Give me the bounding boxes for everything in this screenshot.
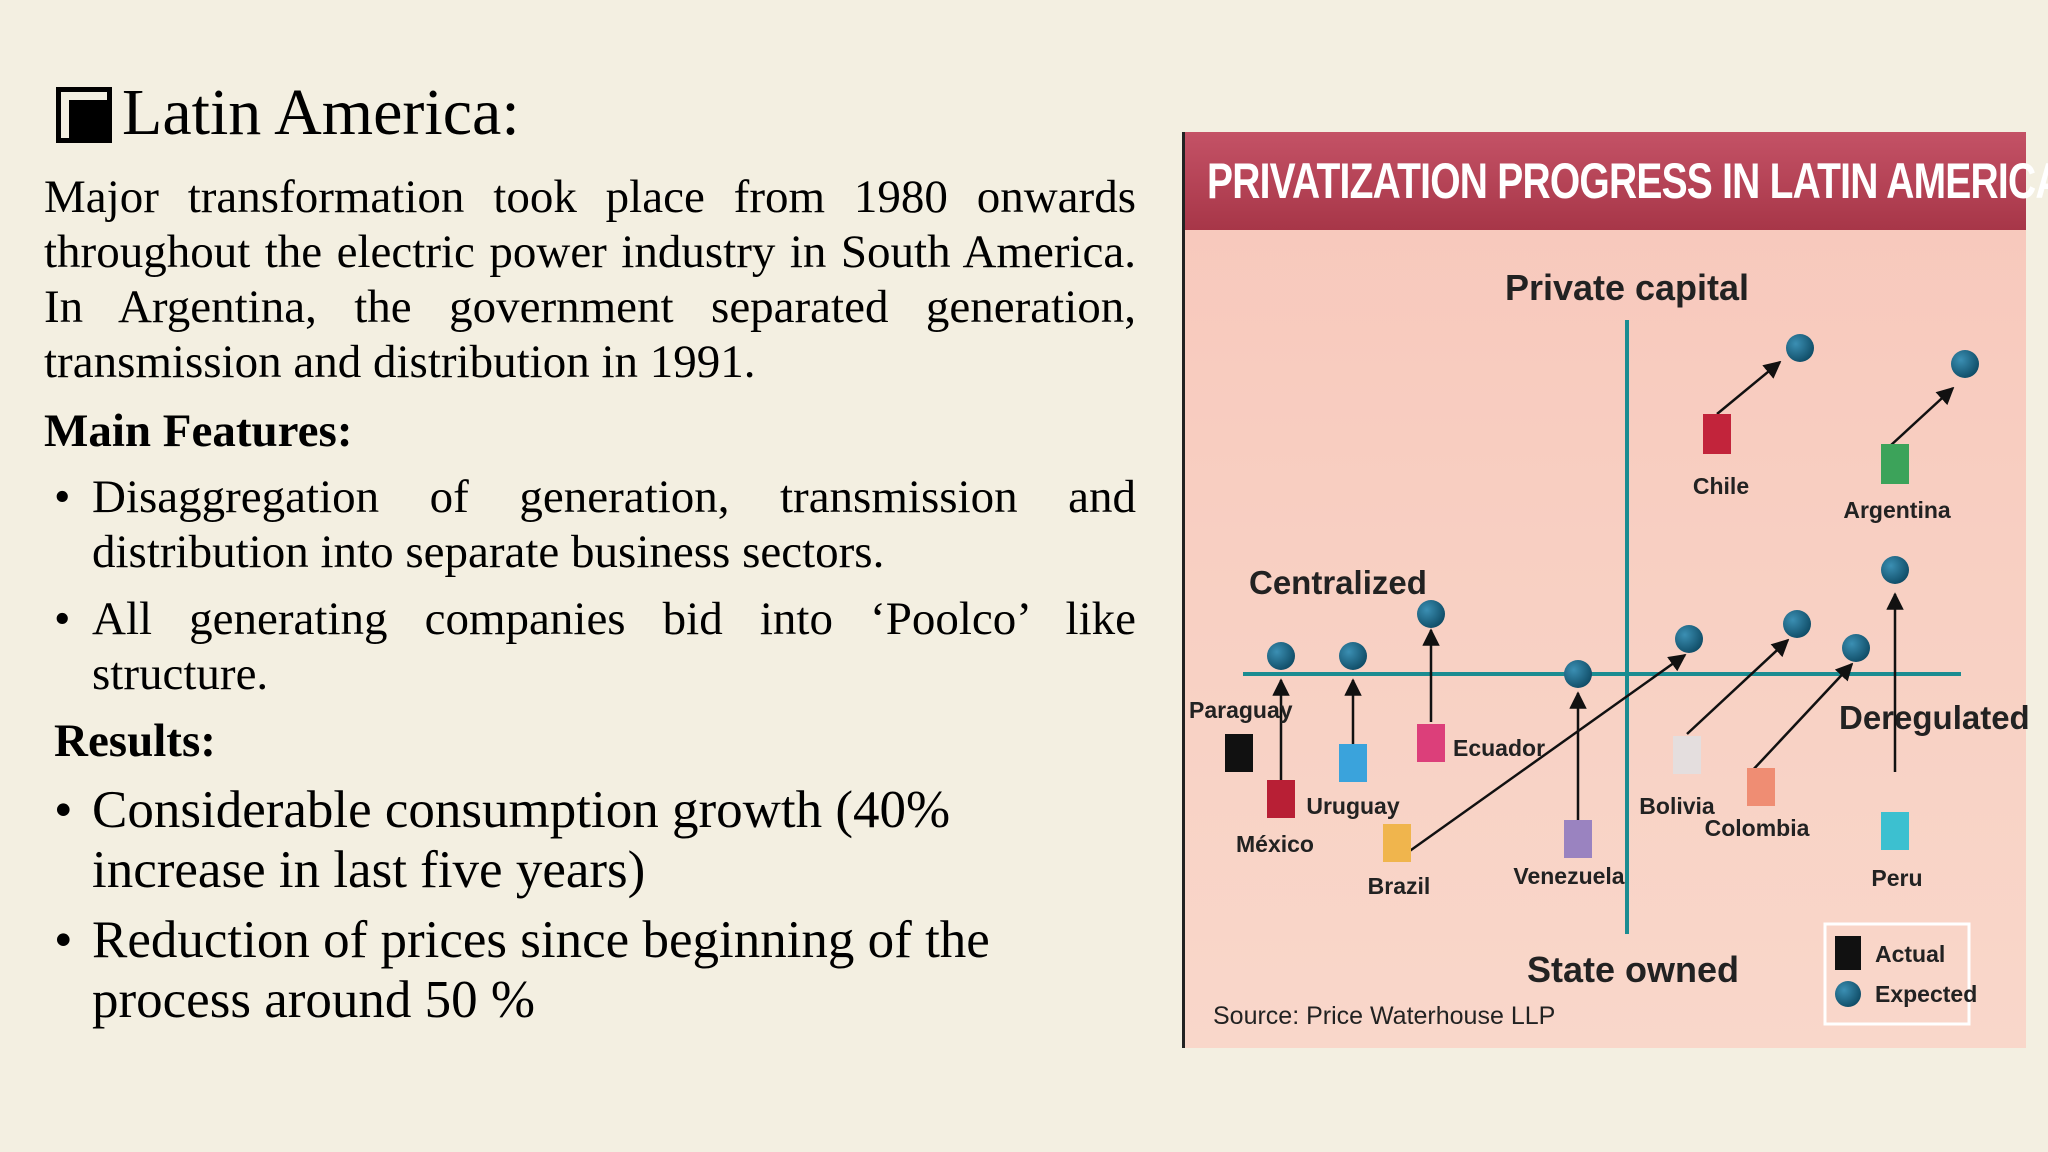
expected-dot-chile	[1786, 334, 1814, 362]
actual-marker-paraguay	[1225, 734, 1253, 772]
country-label-chile: Chile	[1693, 473, 1749, 499]
country-label-peru: Peru	[1871, 865, 1922, 891]
list-item-text: Reduction of prices since beginning of t…	[92, 911, 990, 1029]
list-item-text: All generating companies bid into ‘Poolc…	[92, 593, 1136, 700]
expected-dot-uruguay	[1339, 642, 1367, 670]
actual-marker-peru	[1881, 812, 1909, 850]
actual-marker-ecuador	[1417, 724, 1445, 762]
country-label-paraguay: Paraguay	[1189, 697, 1293, 723]
list-item-text: Disaggregation of generation, transmissi…	[92, 471, 1136, 578]
actual-marker-mexico	[1267, 780, 1295, 818]
actual-marker-chile	[1703, 414, 1731, 454]
arrow-argentina	[1889, 386, 1955, 447]
axis-left-label: Centralized	[1249, 564, 1427, 601]
features-heading: Main Features:	[44, 405, 353, 457]
results-list: • Considerable consumption growth (40% in…	[44, 780, 1104, 1040]
country-label-colombia: Colombia	[1705, 815, 1810, 841]
diagram-legend: Actual Expected	[1823, 922, 1977, 1026]
legend-actual-label: Actual	[1875, 941, 1945, 967]
slide-heading: Latin America:	[56, 80, 520, 146]
results-heading: Results:	[54, 715, 216, 767]
actual-marker-venezuela	[1564, 820, 1592, 858]
country-label-mexico: México	[1236, 831, 1314, 857]
privatization-diagram: PRIVATIZATION PROGRESS IN LATIN AMERICA …	[1182, 132, 2048, 1048]
expected-dot-venezuela	[1564, 660, 1592, 688]
expected-dot-peru	[1881, 556, 1909, 584]
diagram-title: PRIVATIZATION PROGRESS IN LATIN AMERICA	[1207, 153, 2048, 209]
bullet-icon: •	[54, 471, 71, 523]
country-label-argentina: Argentina	[1843, 497, 1951, 523]
diagram-title-bar: PRIVATIZATION PROGRESS IN LATIN AMERICA	[1185, 132, 2048, 230]
actual-marker-colombia	[1747, 768, 1775, 806]
axis-bottom-label: State owned	[1527, 949, 1739, 990]
arrow-brazil	[1396, 653, 1687, 862]
bullet-icon: •	[54, 911, 73, 969]
arrow-bolivia	[1686, 638, 1790, 735]
expected-dot-colombia	[1842, 634, 1870, 662]
expected-dot-argentina	[1951, 350, 1979, 378]
bullet-icon: •	[54, 593, 71, 645]
expected-dot-brazil	[1675, 625, 1703, 653]
country-label-venezuela: Venezuela	[1513, 863, 1624, 889]
list-item: • Disaggregation of generation, transmiss…	[44, 470, 1136, 580]
legend-actual-swatch	[1835, 936, 1861, 970]
expected-dot-mexico	[1267, 642, 1295, 670]
arrow-chile	[1716, 360, 1782, 415]
intro-paragraph: Major transformation took place from 198…	[44, 171, 1136, 388]
actual-marker-uruguay	[1339, 744, 1367, 782]
list-item: • Reduction of prices since beginning of …	[44, 910, 1104, 1030]
slide-heading-text: Latin America:	[122, 76, 520, 149]
expected-dot-ecuador	[1417, 600, 1445, 628]
actual-marker-argentina	[1881, 444, 1909, 484]
axis-right-label: Deregulated	[1839, 699, 2029, 736]
list-item-text: Considerable consumption growth (40% inc…	[92, 781, 951, 899]
actual-marker-bolivia	[1673, 736, 1701, 774]
legend-expected-swatch	[1835, 981, 1861, 1007]
list-item: • All generating companies bid into ‘Pool…	[44, 592, 1136, 702]
list-item: • Considerable consumption growth (40% in…	[44, 780, 1104, 900]
country-label-ecuador: Ecuador	[1453, 735, 1545, 761]
actual-marker-brazil	[1383, 824, 1411, 862]
legend-expected-label: Expected	[1875, 981, 1977, 1007]
axis-top-label: Private capital	[1505, 267, 1749, 308]
bullet-icon: •	[54, 781, 73, 839]
features-list: • Disaggregation of generation, transmiss…	[44, 470, 1136, 714]
source-note: Source: Price Waterhouse LLP	[1213, 1002, 1555, 1030]
country-label-uruguay: Uruguay	[1306, 793, 1400, 819]
expected-dot-bolivia	[1783, 610, 1811, 638]
country-label-brazil: Brazil	[1368, 873, 1431, 899]
arrow-colombia	[1750, 662, 1854, 773]
checkbox-bullet-icon	[56, 87, 112, 143]
diagram-canvas: Private capital State owned Centralized …	[1189, 267, 2029, 1030]
country-label-bolivia: Bolivia	[1639, 793, 1715, 819]
